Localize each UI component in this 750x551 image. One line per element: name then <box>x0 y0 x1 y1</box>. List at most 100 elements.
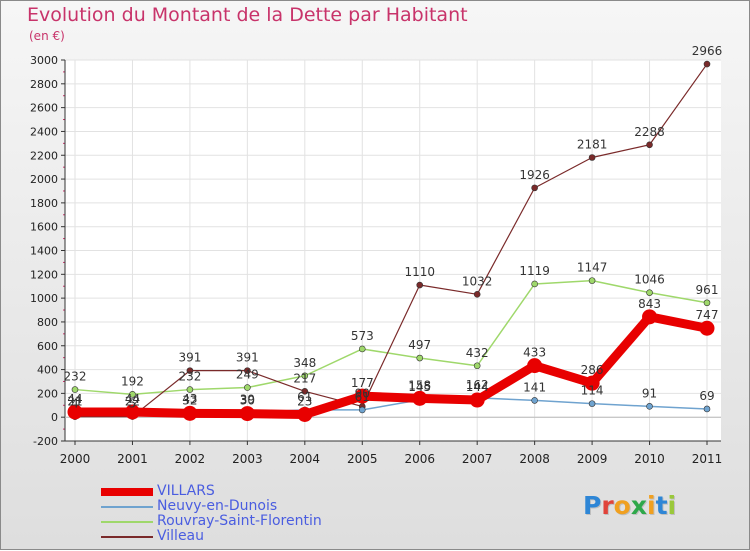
proxiti-logo: Proxiti <box>583 491 677 520</box>
data-label: 1046 <box>634 273 665 287</box>
x-tick-label: 2009 <box>577 452 608 466</box>
x-tick-label: 2008 <box>519 452 550 466</box>
data-point <box>186 367 194 374</box>
data-label: 497 <box>408 338 431 352</box>
data-label: 158 <box>408 378 431 392</box>
legend-label: VILLARS <box>157 483 215 499</box>
y-tick-label: 800 <box>37 316 58 329</box>
data-label: 90 <box>355 386 370 400</box>
data-point <box>67 404 83 420</box>
x-tick-label: 2000 <box>60 452 91 466</box>
x-tick-label: 2003 <box>232 452 263 466</box>
data-point <box>588 400 596 407</box>
x-tick-label: 2002 <box>175 452 206 466</box>
data-point <box>703 60 711 68</box>
legend-label: Villeau <box>157 528 205 544</box>
data-point <box>358 345 366 353</box>
series-line <box>75 312 708 419</box>
data-point <box>244 367 251 374</box>
data-label: 39 <box>240 393 255 407</box>
data-point <box>703 405 711 413</box>
x-tick-label: 2007 <box>462 452 493 466</box>
x-tick-label: 2005 <box>347 452 378 466</box>
data-label: 5 <box>129 397 137 411</box>
data-label: 44 <box>125 392 140 406</box>
data-point <box>703 299 711 307</box>
data-label: 114 <box>581 384 604 398</box>
y-tick-label: 1000 <box>30 292 58 305</box>
data-label: 747 <box>696 308 719 322</box>
data-point <box>358 406 366 414</box>
data-label: 144 <box>466 380 489 394</box>
data-label: 177 <box>351 376 374 390</box>
data-point <box>412 390 428 406</box>
y-tick-label: 2000 <box>30 173 58 186</box>
data-label: 2288 <box>634 125 665 139</box>
data-label: 21 <box>67 395 82 409</box>
y-tick-label: 1600 <box>30 221 58 234</box>
data-label: 573 <box>351 329 374 343</box>
x-tick-label: 2011 <box>692 452 723 466</box>
chart-title: Evolution du Montant de la Dette par Hab… <box>27 4 468 26</box>
data-label: 249 <box>236 368 259 382</box>
legend-label: Neuvy-en-Dunois <box>157 498 278 514</box>
data-label: 32 <box>182 393 197 407</box>
y-tick-label: -200 <box>33 435 58 448</box>
data-label: 91 <box>642 386 657 400</box>
data-point <box>469 392 485 408</box>
series-line <box>74 279 708 396</box>
y-tick-label: 200 <box>37 387 58 400</box>
data-point <box>297 406 313 422</box>
data-label: 162 <box>466 378 489 392</box>
data-point <box>646 403 653 410</box>
data-label: 286 <box>581 363 604 377</box>
data-label: 44 <box>67 392 82 406</box>
data-point <box>646 141 653 149</box>
data-label: 23 <box>297 394 312 408</box>
data-label: 1032 <box>462 274 493 288</box>
data-label: 30 <box>240 394 255 408</box>
data-label: 141 <box>523 380 546 394</box>
series-line <box>74 63 708 418</box>
y-tick-label: 2800 <box>30 78 58 91</box>
data-point <box>301 372 309 380</box>
data-point <box>473 362 481 370</box>
data-point <box>354 388 370 404</box>
y-tick-label: 1400 <box>30 245 58 258</box>
y-tick-label: 3000 <box>30 54 58 67</box>
data-label: 192 <box>121 374 144 388</box>
legend-swatch <box>101 488 153 496</box>
data-label: 961 <box>696 283 719 297</box>
data-label: 145 <box>408 380 431 394</box>
data-label: 2966 <box>692 44 723 58</box>
data-label: 1147 <box>577 261 608 275</box>
data-label: 4 <box>71 397 79 411</box>
data-label: 217 <box>293 371 316 385</box>
data-point <box>646 289 653 296</box>
data-point <box>473 291 481 298</box>
y-tick-label: 2400 <box>30 125 58 138</box>
x-tick-label: 2001 <box>117 452 148 466</box>
data-point <box>124 404 140 420</box>
y-tick-label: 2200 <box>30 149 58 162</box>
data-point <box>182 405 198 421</box>
data-point <box>699 320 715 336</box>
chart-unit-label: (en €) <box>29 29 65 43</box>
y-tick-label: 600 <box>37 340 58 353</box>
data-label: 2181 <box>577 138 608 152</box>
data-point <box>588 277 596 284</box>
data-point <box>416 354 424 362</box>
data-point <box>71 386 79 393</box>
data-label: 69 <box>699 389 714 403</box>
x-tick-label: 2004 <box>290 452 321 466</box>
data-label: 61 <box>355 390 370 404</box>
data-label: 22 <box>125 395 140 409</box>
data-point <box>239 406 255 422</box>
data-point <box>642 309 658 325</box>
data-point <box>531 280 538 288</box>
data-label: 843 <box>638 297 661 311</box>
legend-swatch <box>101 521 153 523</box>
legend-swatch <box>101 536 153 538</box>
data-label: 43 <box>182 392 197 406</box>
